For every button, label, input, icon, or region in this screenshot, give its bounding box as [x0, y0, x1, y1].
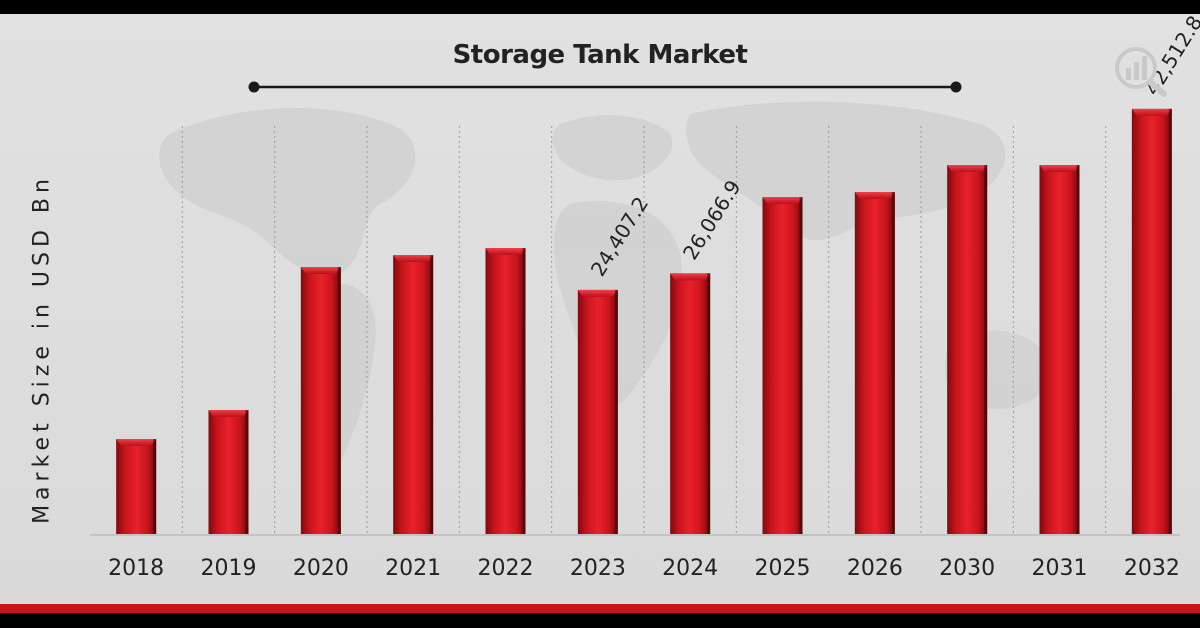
x-tick-label: 2018	[108, 556, 164, 581]
bar-2018	[116, 439, 157, 534]
bar-2020	[300, 267, 341, 534]
bar-shade	[245, 410, 249, 534]
x-tick-label: 2026	[847, 556, 903, 581]
bar-shade	[1076, 165, 1080, 534]
bar-cap	[208, 410, 249, 417]
bar-cap	[1131, 108, 1172, 116]
bar-cap	[393, 255, 434, 262]
x-tick-label: 2022	[478, 556, 534, 581]
bar-body	[762, 197, 803, 534]
bar-cap	[670, 273, 711, 281]
x-tick-label: 2021	[385, 556, 441, 581]
bar-body	[485, 248, 526, 534]
bar-shade	[707, 273, 711, 534]
data-label-2023: 24,407.2	[586, 192, 654, 280]
bar-body	[393, 255, 434, 534]
bar-2024	[670, 273, 711, 534]
bar-shade	[984, 165, 988, 534]
bar-cap	[1039, 165, 1080, 172]
bar-body	[116, 439, 157, 534]
title-underline-dot-right	[950, 81, 962, 93]
bar-shade	[430, 255, 434, 534]
bar-shade	[799, 197, 803, 534]
bar-body	[1039, 165, 1080, 534]
bar-cap	[577, 289, 618, 297]
x-tick-label: 2023	[570, 556, 626, 581]
bar-shade	[337, 267, 341, 534]
bar-2023	[577, 289, 618, 534]
bar-cap	[485, 248, 526, 255]
bar-2030	[947, 165, 988, 534]
bar-cap	[854, 192, 895, 199]
x-tick-label: 2024	[662, 556, 718, 581]
bar-body	[208, 410, 249, 534]
chart-frame: 24,407.2 26,066.9 42,512.8 2018 2019 2020 202…	[0, 14, 1200, 604]
bar-cap	[116, 439, 157, 446]
bar-body	[577, 289, 618, 534]
x-tick-label: 2030	[939, 556, 995, 581]
bar-cap	[947, 165, 988, 172]
bar-2019	[208, 410, 249, 534]
bar-cap	[762, 197, 803, 204]
bar-body	[947, 165, 988, 534]
x-tick-label: 2032	[1124, 556, 1180, 581]
bar-2032	[1131, 108, 1172, 534]
bar-body	[1131, 108, 1172, 534]
x-tick-label: 2031	[1032, 556, 1088, 581]
bar-body	[670, 273, 711, 534]
chart-title: Storage Tank Market	[452, 40, 748, 70]
brand-stripe	[0, 604, 1200, 613]
x-tick-label: 2025	[755, 556, 811, 581]
bar-shade	[891, 192, 895, 534]
bar-shade	[614, 289, 618, 534]
bar-2031	[1039, 165, 1080, 534]
bar-body	[854, 192, 895, 534]
bar-2022	[485, 248, 526, 534]
title-underline-dot-left	[248, 81, 260, 93]
bar-shade	[153, 439, 157, 534]
bar-shade	[522, 248, 526, 534]
y-axis-label: Market Size in USD Bn	[29, 174, 55, 524]
data-label-2024: 26,066.9	[678, 176, 746, 264]
bar-2021	[393, 255, 434, 534]
bar-2026	[854, 192, 895, 534]
x-tick-label: 2020	[293, 556, 349, 581]
bar-body	[300, 267, 341, 534]
bar-cap	[300, 267, 341, 274]
bar-shade	[1168, 108, 1172, 534]
bar-2025	[762, 197, 803, 534]
mrfr-logo-icon	[1108, 42, 1178, 103]
chart-plot: 24,407.2 26,066.942,512.8 2018 2019 2020 202…	[90, 14, 1200, 581]
x-tick-label: 2019	[201, 556, 257, 581]
